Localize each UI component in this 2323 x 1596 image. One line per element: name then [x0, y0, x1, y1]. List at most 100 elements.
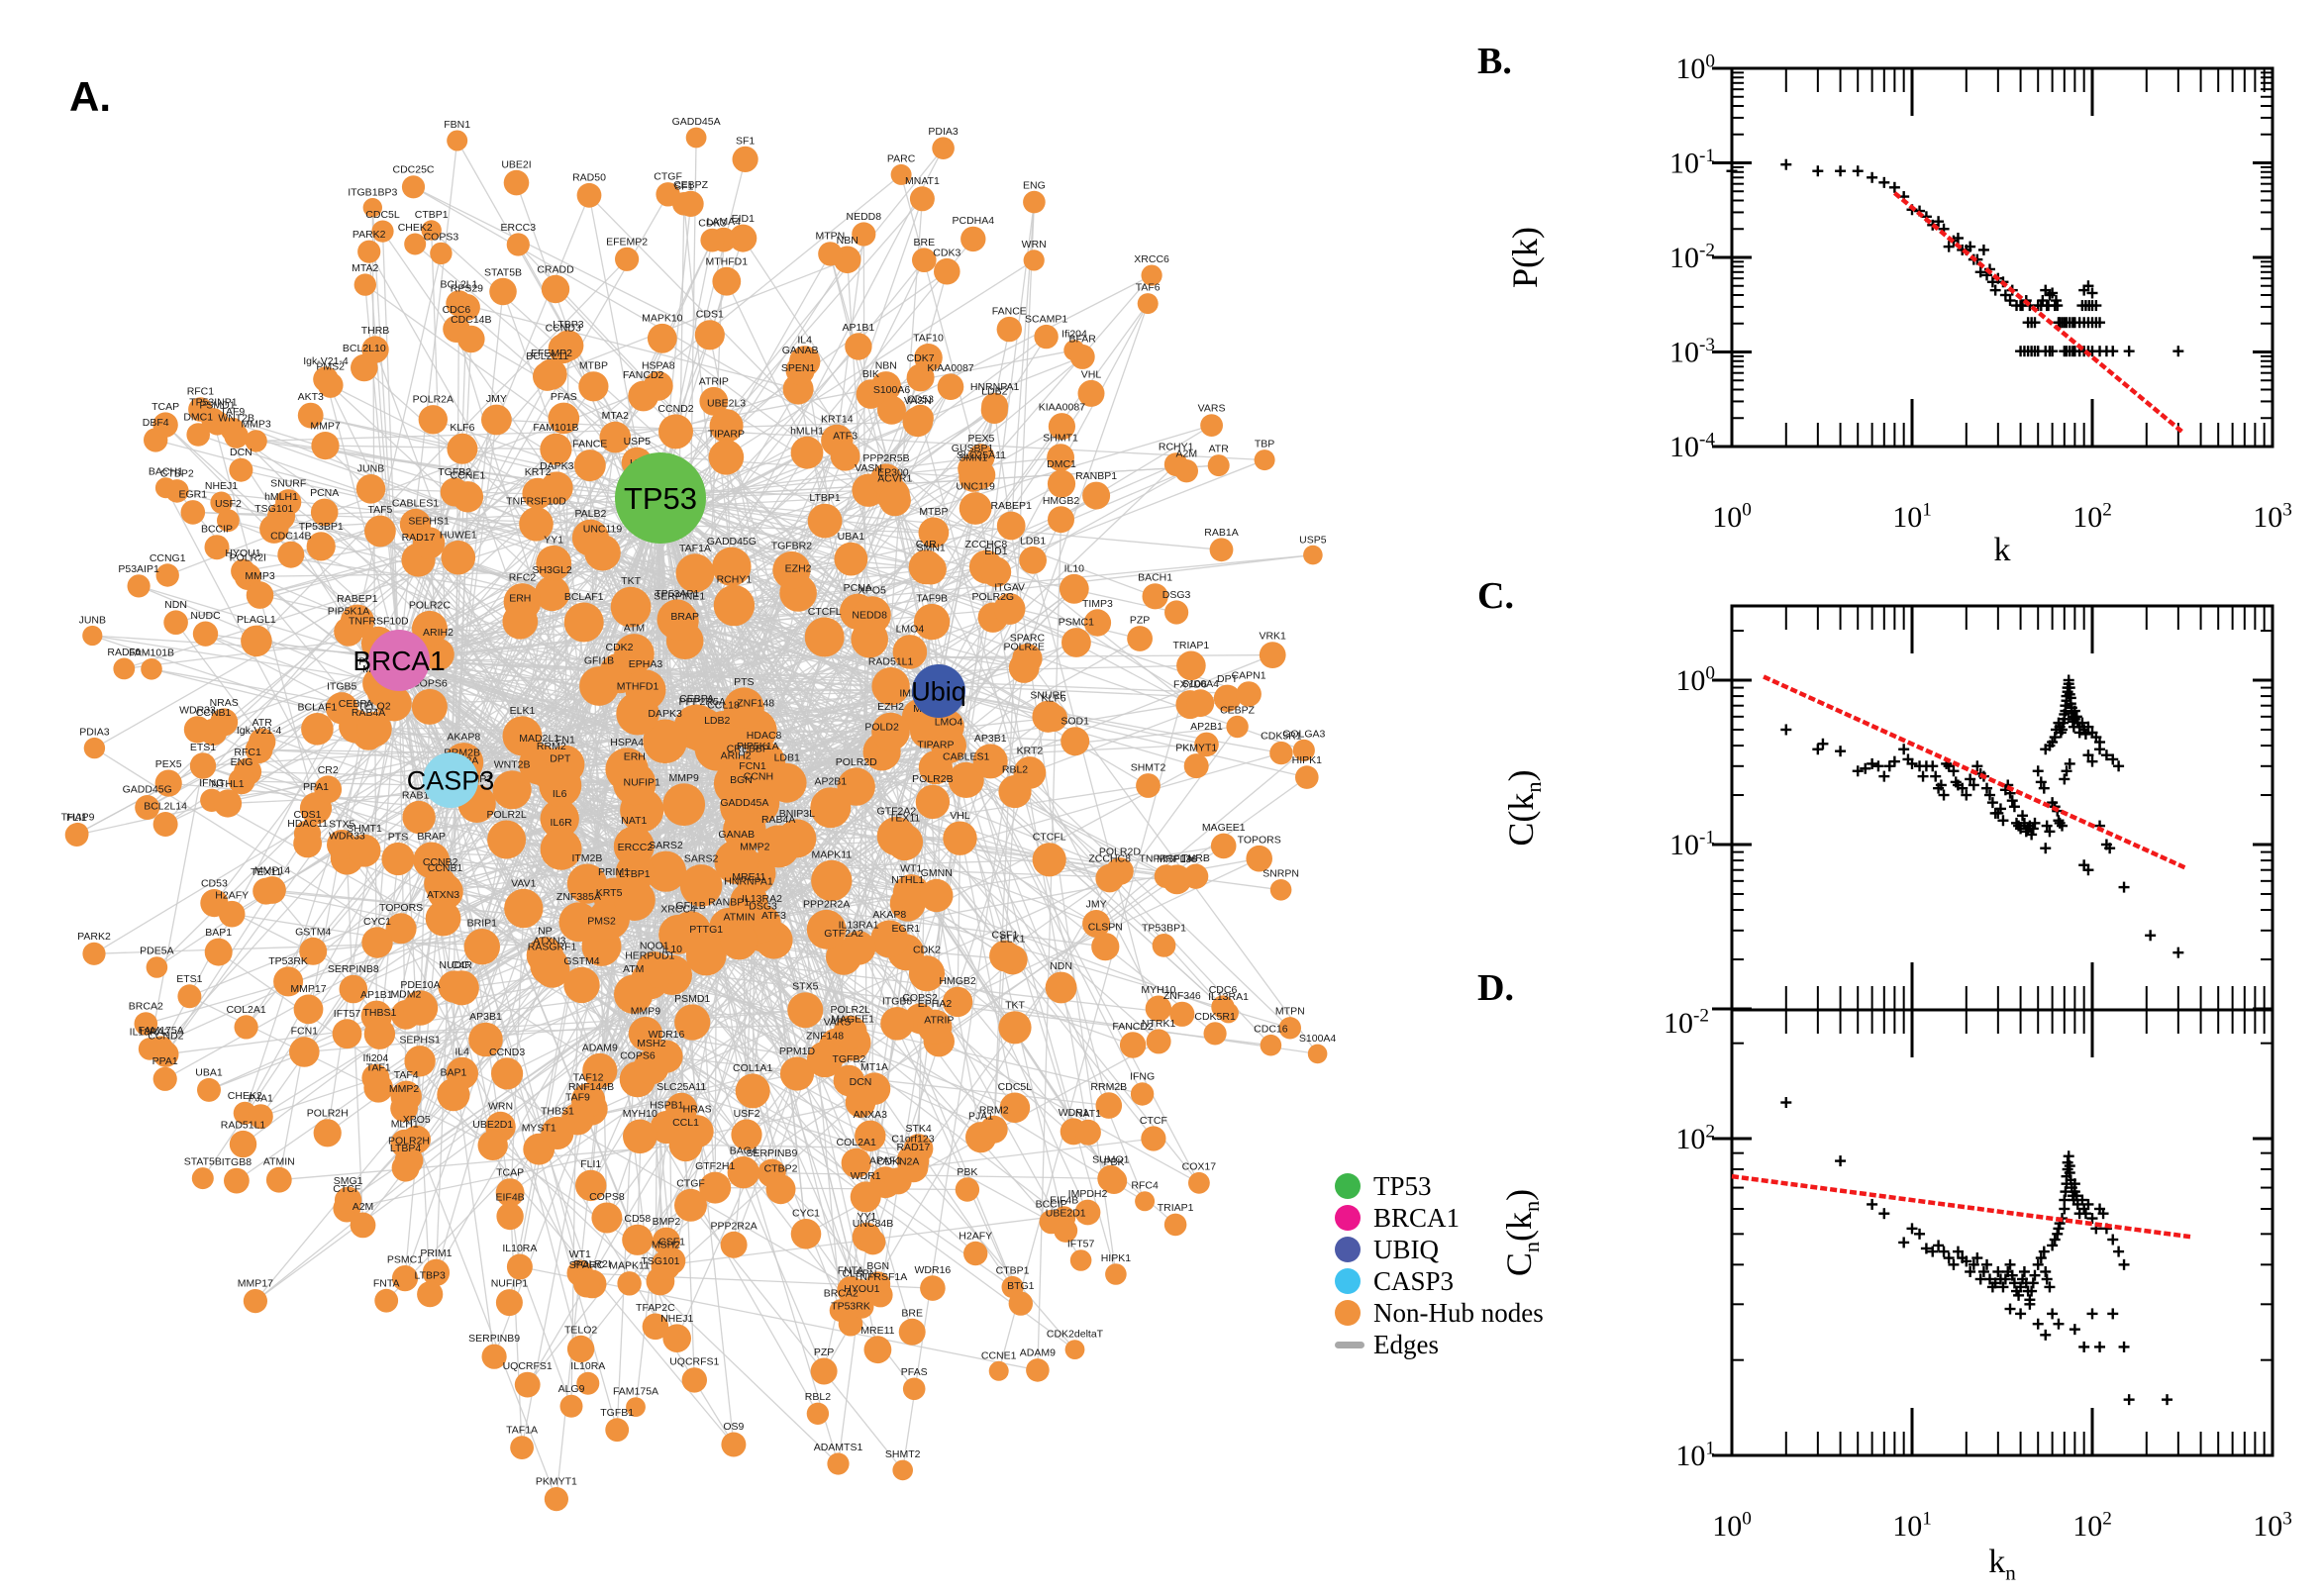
network-node — [892, 874, 930, 911]
network-node-label: MSH2 — [637, 1038, 665, 1049]
network-node — [163, 610, 188, 635]
network-node — [681, 1367, 707, 1393]
network-node — [135, 795, 160, 820]
network-node — [993, 593, 1026, 625]
network-node — [605, 748, 649, 791]
network-node — [909, 186, 935, 212]
network-node — [536, 358, 567, 390]
network-node — [876, 816, 917, 856]
network-node — [447, 433, 478, 464]
network-node — [915, 553, 947, 585]
network-node — [650, 1040, 683, 1073]
network-node-label: POLR2I — [230, 551, 266, 563]
network-node-label: WDR33 — [329, 831, 365, 843]
network-node — [980, 556, 1012, 587]
network-node — [265, 1166, 292, 1193]
network-node — [908, 955, 946, 992]
network-node — [652, 1227, 681, 1255]
network-node — [757, 825, 800, 868]
network-node — [610, 586, 652, 628]
network-node — [444, 970, 479, 1006]
network-node — [234, 1015, 258, 1040]
network-node — [1095, 863, 1124, 893]
network-node — [357, 240, 381, 263]
network-node — [376, 685, 412, 722]
network-node — [1069, 1249, 1092, 1271]
network-node-label: TP53BP1 — [1142, 923, 1186, 935]
network-node — [880, 1007, 914, 1041]
network-node — [563, 602, 604, 643]
network-node — [506, 233, 530, 256]
network-node — [82, 625, 103, 647]
network-node-label: THAP9 — [61, 811, 95, 823]
network-node — [514, 1371, 541, 1398]
network-node — [841, 931, 876, 965]
network-node — [541, 1116, 574, 1149]
network-node — [877, 395, 906, 425]
network-node — [615, 247, 640, 271]
network-node — [245, 430, 267, 452]
panel-a-label: A. — [69, 73, 111, 120]
network-node-label: CEBPZ — [1220, 704, 1256, 716]
network-node — [1074, 1199, 1101, 1226]
scatter-points — [1780, 674, 2184, 958]
network-node — [830, 441, 860, 471]
plot-frame — [1730, 1008, 2274, 1457]
network-node — [1064, 1340, 1085, 1359]
network-node — [1207, 454, 1230, 477]
network-nodes — [64, 127, 1328, 1512]
network-node — [729, 224, 758, 252]
axis-ticks — [1712, 1010, 2272, 1457]
network-node — [492, 770, 532, 810]
network-node — [963, 1241, 988, 1266]
network-node — [1169, 1001, 1195, 1027]
network-node — [785, 355, 815, 385]
network-node — [1069, 344, 1095, 369]
network-node — [334, 1186, 362, 1215]
network-node — [356, 711, 392, 748]
network-node — [685, 935, 727, 976]
network-node-label: EGR1 — [892, 923, 921, 935]
network-node — [401, 175, 426, 199]
network-node — [694, 320, 725, 350]
network-node-label: POLR2H — [388, 1135, 430, 1147]
network-node — [731, 771, 774, 814]
network-node — [1136, 773, 1161, 798]
network-node — [708, 440, 745, 475]
x-axis-title: k — [1994, 532, 2011, 568]
network-node — [1045, 971, 1077, 1004]
network-node — [425, 900, 461, 937]
network-node-label: NAT1 — [621, 815, 647, 827]
network-node — [1082, 910, 1111, 938]
y-tick-label: 10-2 — [1669, 241, 1715, 274]
network-node — [402, 990, 439, 1026]
network-node — [614, 974, 654, 1014]
network-node — [411, 688, 448, 725]
panel-b-label: B. — [1477, 41, 1512, 82]
network-node — [558, 902, 599, 943]
network-node — [1001, 1275, 1024, 1299]
network-node — [252, 877, 280, 905]
network-node — [931, 728, 966, 764]
network-node — [714, 840, 759, 884]
network-node — [243, 1289, 267, 1314]
network-node — [712, 547, 752, 586]
network-node — [643, 719, 687, 764]
network-node — [915, 784, 951, 820]
network-node-label: SNURF — [270, 478, 306, 490]
network-node — [599, 421, 632, 453]
network-node — [536, 545, 572, 581]
network-node-label: NUFIP1 — [624, 777, 661, 789]
legend-label: Non-Hub nodes — [1373, 1297, 1544, 1328]
network-node-label: NEDD8 — [847, 211, 882, 223]
network-node — [1019, 546, 1047, 574]
network-node — [534, 575, 570, 612]
y-tick-label: 10-1 — [1669, 146, 1715, 179]
network-node — [898, 1318, 926, 1346]
network-node — [127, 574, 151, 598]
network-node — [391, 1265, 419, 1292]
network-node — [1254, 449, 1275, 471]
network-node — [553, 330, 584, 361]
network-node-label: GADD45A — [720, 797, 768, 809]
